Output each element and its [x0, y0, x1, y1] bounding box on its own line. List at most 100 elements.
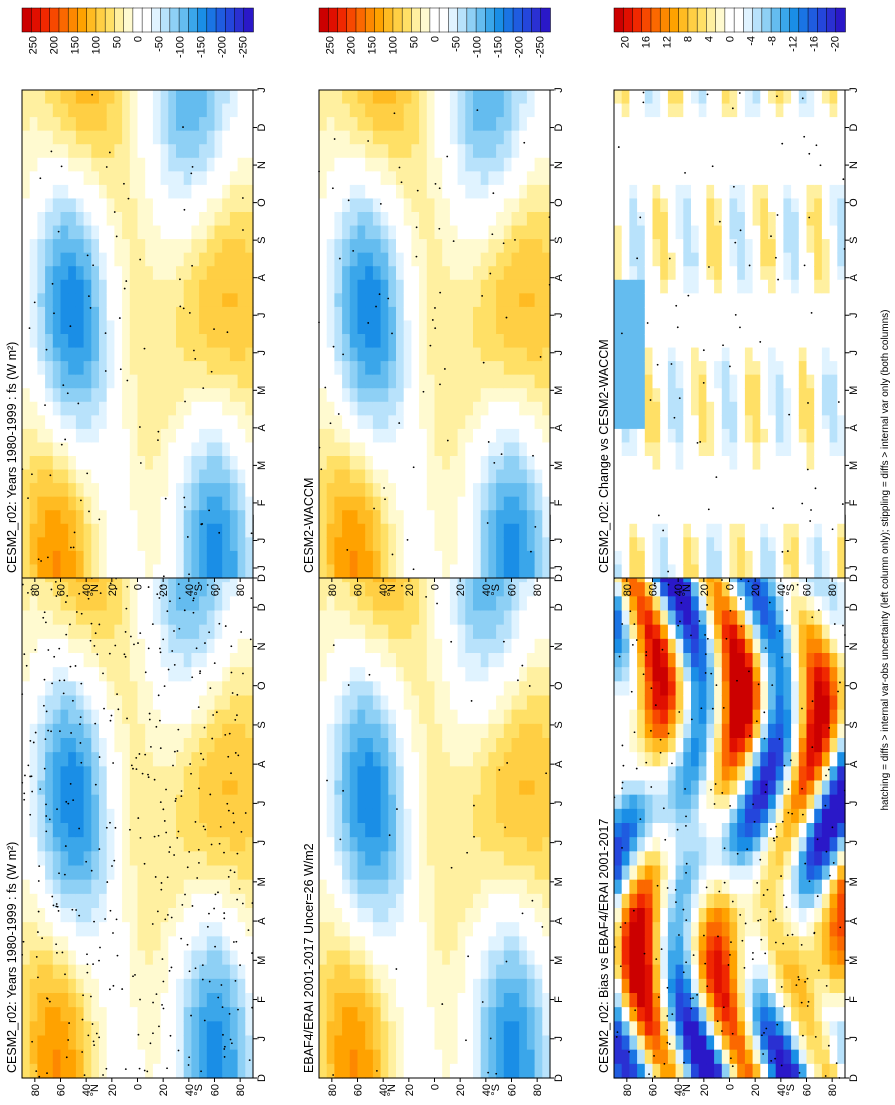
heatmap-cell: [145, 908, 154, 923]
heatmap-cell: [168, 1063, 177, 1079]
heatmap-cell: [191, 610, 200, 626]
heatmap-cell: [176, 523, 185, 538]
heatmap-cell: [403, 510, 412, 525]
heatmap-cell: [380, 117, 389, 132]
heatmap-cell: [372, 667, 382, 682]
heatmap-cell: [237, 879, 246, 895]
heatmap-cell: [442, 766, 451, 782]
stipple-dot: [50, 730, 52, 733]
heatmap-cell: [511, 851, 520, 867]
heatmap-cell: [229, 879, 239, 895]
heatmap-cell: [357, 738, 366, 753]
heatmap-cell: [473, 893, 482, 909]
heatmap-cell: [396, 415, 405, 430]
heatmap-cell: [99, 469, 108, 484]
heatmap-cell: [145, 184, 154, 200]
heatmap-cell: [129, 808, 139, 824]
heatmap-cell: [372, 978, 382, 994]
heatmap-cell: [519, 117, 528, 132]
heatmap-cell: [457, 279, 466, 294]
heatmap-cell: [542, 851, 551, 867]
stipple-dot: [109, 719, 112, 722]
heatmap-cell: [534, 681, 543, 697]
stipple-dot: [161, 958, 164, 960]
heatmap-cell: [434, 808, 443, 824]
heatmap-cell: [176, 766, 185, 782]
heatmap-cell: [372, 794, 382, 810]
heatmap-cell: [403, 738, 412, 753]
heatmap-cell: [68, 279, 77, 294]
heatmap-cell: [449, 90, 459, 105]
heatmap-cell: [137, 306, 146, 322]
heatmap-cell: [419, 808, 428, 824]
heatmap-cell: [326, 252, 335, 267]
lat-tick-label: 60: [210, 1084, 222, 1096]
heatmap-cell: [176, 212, 185, 227]
heatmap-cell: [334, 794, 343, 810]
stipple-dot: [200, 752, 202, 755]
heatmap-cell: [496, 550, 505, 566]
heatmap-cell: [191, 266, 200, 281]
heatmap-cell: [183, 90, 192, 105]
heatmap-cell: [145, 993, 154, 1008]
heatmap-cell: [326, 266, 335, 281]
heatmap-cell: [403, 266, 412, 281]
heatmap-cell: [129, 347, 139, 362]
heatmap-cell: [83, 171, 92, 186]
heatmap-cell: [145, 780, 154, 796]
heatmap-cell: [488, 723, 497, 739]
heatmap-cell: [419, 582, 428, 597]
colorbar-label: -50: [154, 36, 166, 52]
heatmap-cell: [534, 653, 543, 668]
heatmap-cell: [419, 212, 428, 227]
heatmap-cell: [183, 306, 192, 322]
heatmap-cell: [152, 936, 162, 952]
heatmap-cell: [214, 266, 223, 281]
heatmap-cell: [349, 794, 359, 810]
stipple-dot: [186, 943, 189, 946]
heatmap-cell: [426, 320, 436, 335]
heatmap-cell: [342, 653, 351, 668]
heatmap-cell: [503, 723, 513, 739]
heatmap-cell: [68, 638, 77, 654]
stipple-dot: [157, 430, 160, 433]
heatmap-cell: [319, 456, 328, 471]
heatmap-cell: [326, 523, 335, 538]
heatmap-cell: [357, 1021, 366, 1037]
heatmap-cell: [68, 667, 77, 682]
heatmap-cell: [357, 279, 366, 294]
heatmap-cell: [60, 950, 69, 966]
heatmap-cell: [334, 144, 343, 159]
heatmap-cell: [168, 978, 177, 994]
heatmap-cell: [191, 667, 200, 682]
heatmap-cell: [83, 681, 92, 697]
heatmap-cell: [22, 808, 31, 824]
heatmap-cell: [449, 456, 459, 471]
heatmap-cell: [480, 388, 489, 403]
heatmap-cell: [29, 950, 38, 966]
heatmap-cell: [526, 922, 536, 937]
heatmap-cell: [22, 738, 31, 753]
heatmap-cell: [214, 908, 223, 923]
heatmap-cell: [37, 415, 46, 430]
heatmap-cell: [114, 550, 123, 566]
heatmap-cell: [372, 723, 382, 739]
heatmap-cell: [457, 780, 466, 796]
heatmap-cell: [496, 320, 505, 335]
heatmap-cell: [449, 780, 459, 796]
heatmap-cell: [380, 144, 389, 159]
stipple-dot: [105, 166, 108, 168]
heatmap-cell: [114, 103, 123, 118]
heatmap-cell: [191, 695, 200, 711]
heatmap-cell: [465, 936, 474, 952]
heatmap-cell: [160, 212, 169, 227]
heatmap-cell: [168, 456, 177, 471]
heatmap-cell: [473, 401, 482, 416]
heatmap-cell: [37, 361, 46, 376]
heatmap-cell: [122, 823, 131, 838]
heatmap-cell: [114, 239, 123, 254]
time-tick-label: M: [256, 877, 268, 886]
heatmap-cell: [519, 374, 528, 389]
heatmap-cell: [496, 837, 505, 852]
heatmap-cell: [380, 157, 389, 172]
